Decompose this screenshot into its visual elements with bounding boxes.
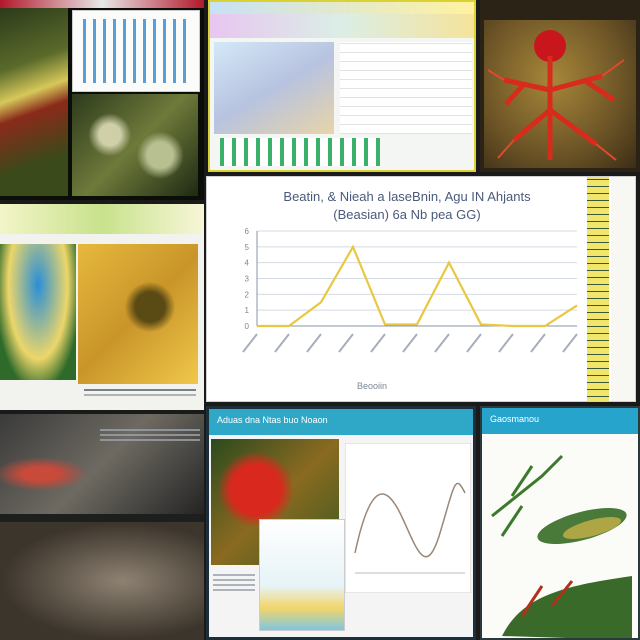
chart-xlabel: Beooiin bbox=[357, 381, 388, 391]
y-tick-label: 1 bbox=[245, 306, 250, 315]
tile-plant-images bbox=[0, 204, 204, 410]
x-tick-mark bbox=[338, 333, 354, 353]
x-tick-mark bbox=[466, 333, 482, 353]
y-tick-label: 0 bbox=[245, 322, 250, 331]
x-tick-mark bbox=[530, 333, 546, 353]
chart-right-margin bbox=[611, 177, 635, 401]
x-tick-mark bbox=[370, 333, 386, 353]
ruler-strip bbox=[587, 177, 609, 401]
x-tick-mark bbox=[306, 333, 322, 353]
tile-red-vascular bbox=[480, 0, 640, 172]
poster-curve-chart bbox=[345, 443, 471, 593]
photo-bar-chart bbox=[72, 10, 200, 92]
x-tick-mark bbox=[498, 333, 514, 353]
tile-main-chart: Beatin, & Nieah a laseBnin, Agu IN Ahjan… bbox=[206, 176, 636, 402]
poster-text-block bbox=[213, 571, 255, 631]
x-tick-mark bbox=[274, 333, 290, 353]
x-tick-mark bbox=[434, 333, 450, 353]
y-tick-label: 2 bbox=[245, 290, 250, 299]
software-left-pane bbox=[214, 42, 334, 134]
tile-lab-software bbox=[208, 0, 476, 172]
microscopy-annotations bbox=[100, 426, 200, 506]
photo-red-bark bbox=[0, 0, 204, 8]
x-tick-mark bbox=[562, 333, 578, 353]
botanical-header-text: Gaosmanou bbox=[490, 414, 540, 424]
tile-poster: Aduas dna Ntas buo Noaon bbox=[206, 406, 476, 640]
photo-leaf-closeup bbox=[0, 8, 68, 196]
chart-title-line1: Beatin, & Nieah a laseBnin, Agu IN Ahjan… bbox=[283, 189, 531, 204]
tile-botanical: Gaosmanou bbox=[480, 406, 640, 640]
photo-yellow-veins bbox=[78, 244, 198, 384]
botanical-header: Gaosmanou bbox=[482, 408, 638, 434]
poster-diagram bbox=[259, 519, 345, 631]
photo-leaf-bluegreen bbox=[0, 244, 76, 380]
chart-title-line2: (Beasian) 6a Nb pea GG) bbox=[333, 207, 481, 222]
tile-leaf-photos bbox=[0, 0, 204, 200]
botanical-illustration bbox=[491, 454, 632, 638]
software-grid-pane bbox=[340, 42, 472, 134]
main-line-chart: 0 1 2 3 4 5 6 bbox=[242, 227, 578, 353]
y-tick-label: 6 bbox=[245, 227, 250, 236]
tile-microscopy bbox=[0, 414, 204, 640]
software-bottom-bars bbox=[220, 138, 380, 166]
y-tick-label: 5 bbox=[245, 243, 250, 252]
y-tick-label: 4 bbox=[245, 259, 250, 268]
microscopy-bottom-image bbox=[0, 522, 204, 640]
poster-header-text: Aduas dna Ntas buo Noaon bbox=[217, 415, 328, 425]
mid-left-caption bbox=[84, 386, 196, 406]
poster-header: Aduas dna Ntas buo Noaon bbox=[209, 409, 473, 435]
y-tick-label: 3 bbox=[245, 275, 250, 284]
series-line bbox=[257, 244, 578, 328]
software-toolbar bbox=[210, 14, 474, 38]
x-tick-mark bbox=[242, 333, 258, 353]
mid-left-top-strip bbox=[0, 204, 204, 234]
red-vein-illustration bbox=[487, 30, 625, 161]
x-tick-mark bbox=[402, 333, 418, 353]
software-titlebar bbox=[210, 2, 474, 14]
photo-lichen bbox=[72, 94, 198, 196]
photo-bar-chart-grid bbox=[83, 19, 193, 83]
